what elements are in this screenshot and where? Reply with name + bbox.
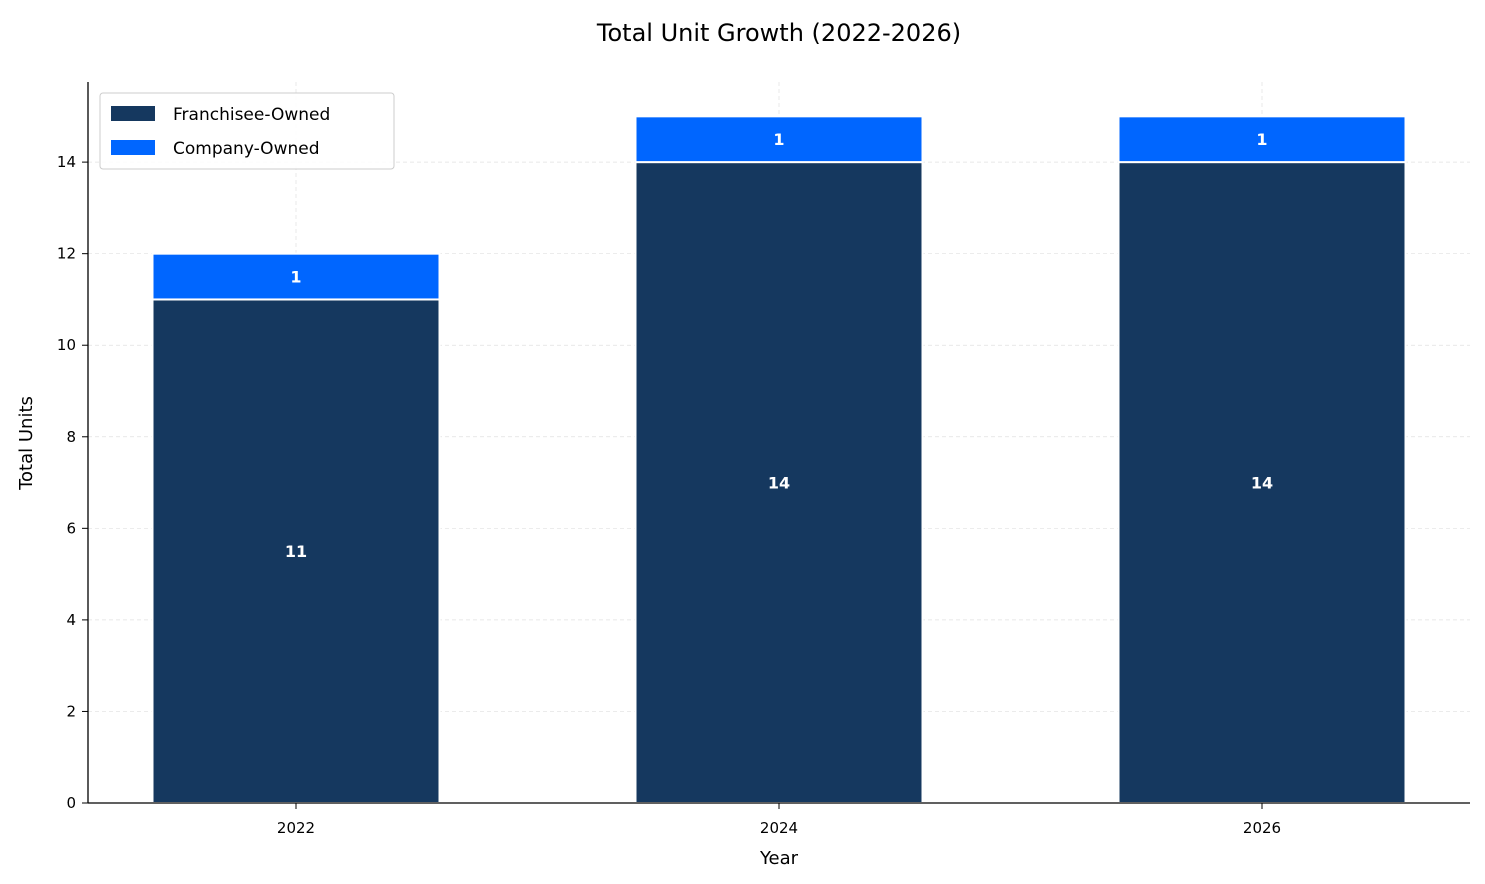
y-tick-label: 12 [57, 245, 76, 263]
x-tick-label: 2026 [1243, 819, 1281, 837]
y-tick-label: 10 [57, 336, 76, 354]
y-axis-title: Total Units [16, 396, 37, 491]
x-axis-title: Year [759, 848, 799, 869]
y-tick-label: 6 [66, 519, 76, 537]
bar-value-label-franchisee-owned-2026: 14 [1251, 474, 1273, 493]
bar-value-label-company-owned-2026: 1 [1256, 130, 1267, 149]
bar-company-owned-2022 [151, 252, 441, 301]
bars [151, 115, 1407, 805]
bar-company-owned-2024 [634, 115, 924, 164]
y-tick-label: 8 [66, 428, 76, 446]
y-tick-label: 4 [66, 611, 76, 629]
legend-box [99, 92, 395, 170]
y-tick-label: 2 [66, 702, 76, 720]
legend-label-company-owned: Company-Owned [173, 139, 320, 159]
x-tick-label: 2024 [760, 819, 798, 837]
legend-swatch-franchisee-owned [111, 106, 155, 121]
legend: Franchisee-Owned Company-Owned [99, 92, 395, 170]
x-tick-label: 2022 [277, 819, 315, 837]
y-tick-label: 0 [66, 794, 76, 812]
bar-franchisee-owned-2024 [634, 161, 924, 805]
chart-title: Total Unit Growth (2022-2026) [596, 19, 961, 47]
bar-value-label-company-owned-2024: 1 [773, 130, 784, 149]
legend-label-franchisee-owned: Franchisee-Owned [173, 105, 330, 125]
bar-franchisee-owned-2026 [1117, 161, 1407, 805]
y-axis-ticks: 0 2 4 6 8 10 12 14 [57, 153, 88, 812]
bar-franchisee-owned-2022 [151, 298, 441, 804]
y-tick-label: 14 [57, 153, 76, 171]
bar-company-owned-2026 [1117, 115, 1407, 164]
legend-swatch-company-owned [111, 140, 155, 155]
bar-value-label-franchisee-owned-2024: 14 [768, 474, 790, 493]
bar-value-label-franchisee-owned-2022: 11 [285, 542, 307, 561]
x-axis-ticks: 2022 2024 2026 [277, 803, 1281, 837]
bar-value-label-company-owned-2022: 1 [290, 268, 301, 287]
